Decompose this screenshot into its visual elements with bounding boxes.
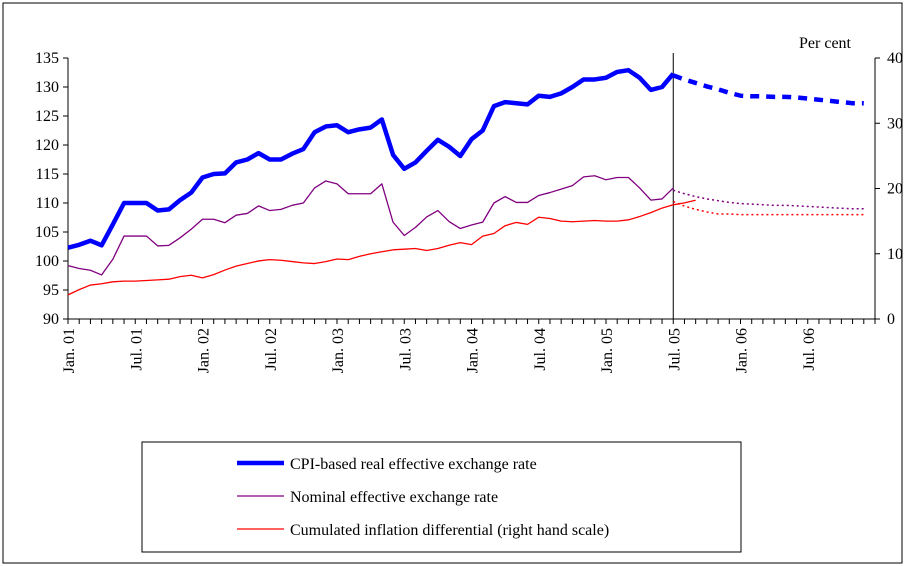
legend-label: Nominal effective exchange rate xyxy=(290,489,498,506)
x-axis-tick-label: Jul. 06 xyxy=(801,328,818,371)
left-axis-tick-label: 95 xyxy=(43,282,59,299)
series-forecast-line xyxy=(672,73,864,106)
x-axis-tick-label: Jan. 05 xyxy=(599,328,616,373)
left-axis-tick-label: 110 xyxy=(36,195,59,212)
left-axis-tick-label: 120 xyxy=(35,137,59,154)
series-line xyxy=(67,175,674,276)
x-axis-tick-label: Jul. 05 xyxy=(666,328,683,371)
x-axis-tick-label: Jan. 06 xyxy=(734,328,751,373)
right-axis-label: Per cent xyxy=(799,35,852,52)
left-axis-tick-label: 90 xyxy=(43,311,59,328)
right-axis-tick-label: 20 xyxy=(887,181,903,198)
legend-label: CPI-based real effective exchange rate xyxy=(290,456,537,473)
legend-label: Cumulated inflation differential (right … xyxy=(290,522,609,539)
x-axis-tick-label: Jul. 03 xyxy=(397,328,414,371)
series-forecast-line xyxy=(672,200,864,216)
x-axis-tick-label: Jan. 03 xyxy=(330,328,347,373)
left-axis-tick-label: 135 xyxy=(35,50,59,67)
left-axis-tick-label: 125 xyxy=(35,108,59,125)
left-axis-tick-label: 130 xyxy=(35,79,59,96)
x-axis-tick-label: Jan. 04 xyxy=(465,328,482,373)
series-line xyxy=(67,199,696,296)
axes: 90 95 100 105 110 115 120 125 130 135 0 10 20 30 40 Jan… xyxy=(35,50,903,373)
left-axis-tick-label: 105 xyxy=(35,224,59,241)
legend-box xyxy=(141,441,742,553)
right-axis-tick-label: 10 xyxy=(887,246,903,263)
x-axis-tick-label: Jan. 02 xyxy=(196,328,213,373)
left-axis-tick-label: 100 xyxy=(35,253,59,270)
right-axis-tick-label: 0 xyxy=(887,311,895,328)
legend: CPI-based real effective exchange rate No… xyxy=(141,441,742,553)
right-axis-tick-label: 40 xyxy=(887,50,903,67)
x-axis-tick-label: Jan. 01 xyxy=(61,328,78,373)
x-axis-tick-label: Jul. 01 xyxy=(128,328,145,371)
x-axis-tick-label: Jul. 04 xyxy=(532,328,549,371)
left-axis-tick-label: 115 xyxy=(36,166,59,183)
series-forecast-line xyxy=(673,189,864,210)
series-line xyxy=(67,67,675,250)
right-axis-tick-label: 30 xyxy=(887,115,903,132)
series-layer xyxy=(67,67,864,296)
x-axis-tick-label: Jul. 02 xyxy=(263,328,280,371)
